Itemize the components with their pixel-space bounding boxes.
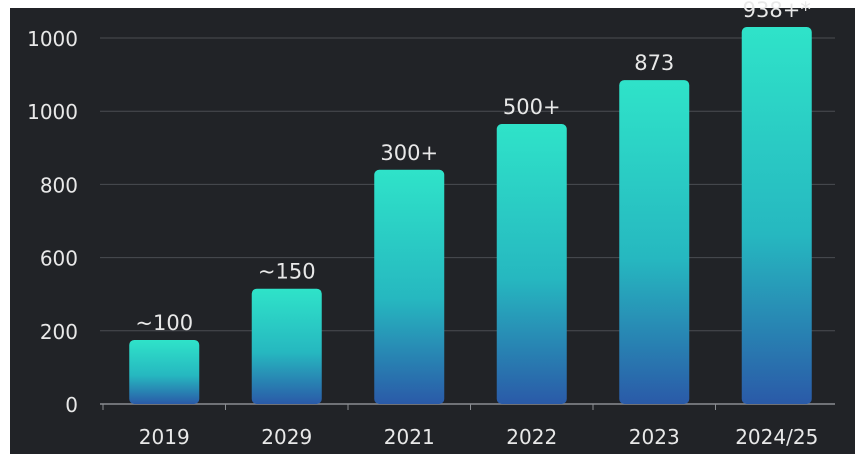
y-tick-label: 800: [40, 173, 78, 197]
y-axis-ticks: 0 200 600 800 1000 1000: [27, 27, 78, 417]
y-tick-label: 600: [40, 247, 78, 271]
bar-2022: [496, 124, 567, 404]
y-tick-label: 0: [65, 393, 78, 417]
y-tick-label: 200: [40, 320, 78, 344]
y-tick-label: 1000: [27, 100, 78, 124]
data-label: 500+: [503, 95, 561, 119]
x-tick-label: 2024/25: [735, 425, 818, 449]
data-label: ~100: [135, 311, 193, 335]
data-label: ~150: [258, 260, 316, 284]
x-tick-label: 2029: [261, 425, 312, 449]
x-axis: 2019 2029 2021 2022 2023 2024/25: [102, 404, 818, 449]
y-tick-label: 1000: [27, 27, 78, 51]
bars: [129, 27, 812, 405]
data-label: 938+*: [743, 0, 811, 22]
x-tick-label: 2021: [384, 425, 435, 449]
bar-2019: [129, 339, 200, 404]
bar-2024-25: [741, 27, 812, 405]
x-tick-label: 2023: [629, 425, 680, 449]
bar-2021: [374, 169, 445, 404]
data-label: 300+: [380, 141, 438, 165]
x-tick-label: 2022: [506, 425, 557, 449]
x-tick-label: 2019: [139, 425, 190, 449]
data-label: 873: [634, 51, 674, 75]
bar-2029: [251, 288, 322, 404]
data-labels: ~100 ~150 300+ 500+ 873 938+*: [135, 0, 810, 335]
bar-2023: [619, 80, 690, 404]
gridlines: [100, 37, 835, 405]
